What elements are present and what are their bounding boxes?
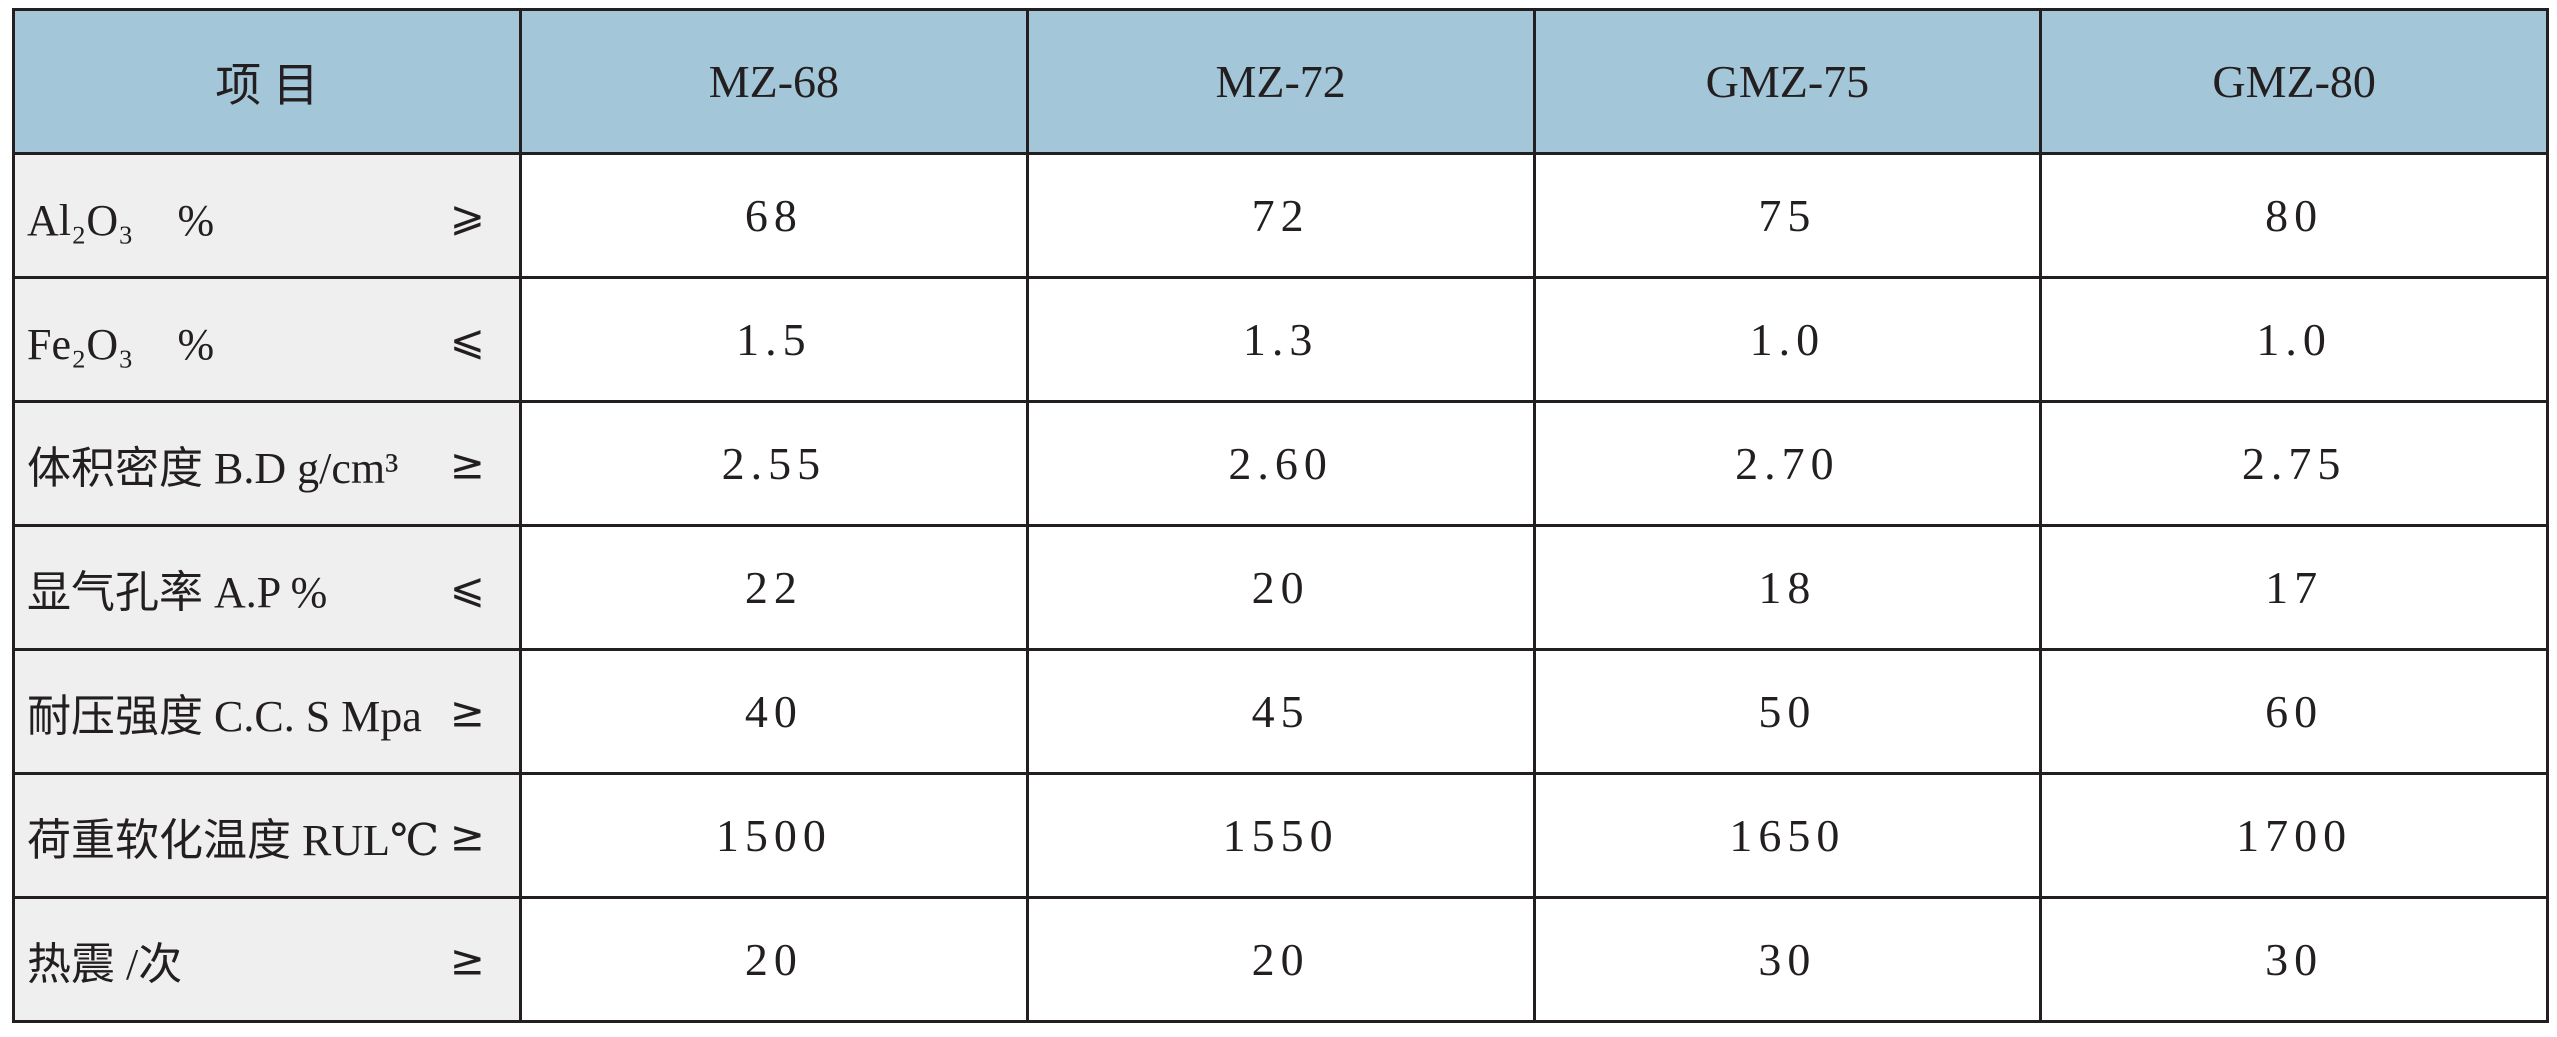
- value-cell: 1550: [1025, 772, 1536, 899]
- value-cell: 45: [1025, 648, 1536, 775]
- label-text: Fe₂O₃ %: [27, 319, 215, 369]
- value-cell: 1500: [519, 772, 1029, 899]
- value-cell: 20: [1025, 896, 1536, 1023]
- table-row: 体积密度 B.D g/cm³ ≥2.55 2.60 2.70 2.75: [12, 400, 2549, 527]
- value-cell: 20: [1025, 524, 1536, 651]
- table-row: 荷重软化温度 RUL℃ ≥1500 1550 1650 1700: [12, 772, 2549, 899]
- label-text: 体积密度 B.D g/cm³: [27, 443, 399, 493]
- label-text: 热震 /次: [27, 939, 183, 989]
- row-label: Al₂O₃ % ⩾: [12, 152, 522, 279]
- row-label: Fe₂O₃ % ⩽: [12, 276, 522, 403]
- value-cell: 30: [1532, 896, 2043, 1023]
- row-label: 显气孔率 A.P % ⩽: [12, 524, 522, 651]
- label-sign: ⩾: [449, 191, 485, 240]
- value-cell: 30: [2039, 896, 2549, 1023]
- header-row: 项 目 MZ-68 MZ-72 GMZ-75 GMZ-80: [12, 8, 2549, 155]
- table-row: 热震 /次 ≥20 20 30 30: [12, 896, 2549, 1023]
- table-row: Al₂O₃ % ⩾ 68 72 75 80: [12, 152, 2549, 279]
- label-text: 显气孔率 A.P %: [27, 567, 328, 617]
- value-cell: 1650: [1532, 772, 2043, 899]
- label-text: 荷重软化温度 RUL℃: [27, 815, 440, 865]
- header-cell: 项 目: [12, 8, 522, 155]
- label-sign: ≥: [449, 935, 485, 984]
- value-cell: 60: [2039, 648, 2549, 775]
- value-cell: 2.60: [1025, 400, 1536, 527]
- table-row: Fe₂O₃ % ⩽ 1.5 1.3 1.0 1.0: [12, 276, 2549, 403]
- table-row: 耐压强度 C.C. S Mpa ≥40 45 50 60: [12, 648, 2549, 775]
- label-sign: ≥: [449, 811, 485, 860]
- row-label: 体积密度 B.D g/cm³ ≥: [12, 400, 522, 527]
- value-cell: 2.70: [1532, 400, 2043, 527]
- row-label: 热震 /次 ≥: [12, 896, 522, 1023]
- row-label: 耐压强度 C.C. S Mpa ≥: [12, 648, 522, 775]
- value-cell: 1.3: [1025, 276, 1536, 403]
- label-sign: ⩽: [449, 563, 485, 612]
- row-label: 荷重软化温度 RUL℃ ≥: [12, 772, 522, 899]
- table-body: Al₂O₃ % ⩾ 68 72 75 80 Fe₂O₃ % ⩽ 1.5 1.3 1.0 1.0 体积密度…: [12, 152, 2549, 1023]
- label-sign: ≥: [449, 687, 485, 736]
- header-cell: GMZ-80: [2039, 8, 2549, 155]
- value-cell: 72: [1025, 152, 1536, 279]
- value-cell: 2.55: [519, 400, 1029, 527]
- value-cell: 80: [2039, 152, 2549, 279]
- header-cell: GMZ-75: [1532, 8, 2043, 155]
- label-text: Al₂O₃ %: [27, 195, 215, 245]
- header-cell: MZ-68: [519, 8, 1029, 155]
- value-cell: 40: [519, 648, 1029, 775]
- label-sign: ≥: [449, 439, 485, 488]
- value-cell: 1.0: [1532, 276, 2043, 403]
- value-cell: 18: [1532, 524, 2043, 651]
- value-cell: 75: [1532, 152, 2043, 279]
- value-cell: 1.0: [2039, 276, 2549, 403]
- value-cell: 20: [519, 896, 1029, 1023]
- header-cell: MZ-72: [1025, 8, 1536, 155]
- label-text: 耐压强度 C.C. S Mpa: [27, 691, 422, 741]
- table-row: 显气孔率 A.P % ⩽ 22 20 18 17: [12, 524, 2549, 651]
- value-cell: 1.5: [519, 276, 1029, 403]
- value-cell: 68: [519, 152, 1029, 279]
- value-cell: 2.75: [2039, 400, 2549, 527]
- value-cell: 17: [2039, 524, 2549, 651]
- spec-table: 项 目 MZ-68 MZ-72 GMZ-75 GMZ-80 Al₂O₃ % ⩾ 68 72 75…: [12, 8, 2549, 1023]
- value-cell: 1700: [2039, 772, 2549, 899]
- value-cell: 50: [1532, 648, 2043, 775]
- label-sign: ⩽: [449, 315, 485, 364]
- value-cell: 22: [519, 524, 1029, 651]
